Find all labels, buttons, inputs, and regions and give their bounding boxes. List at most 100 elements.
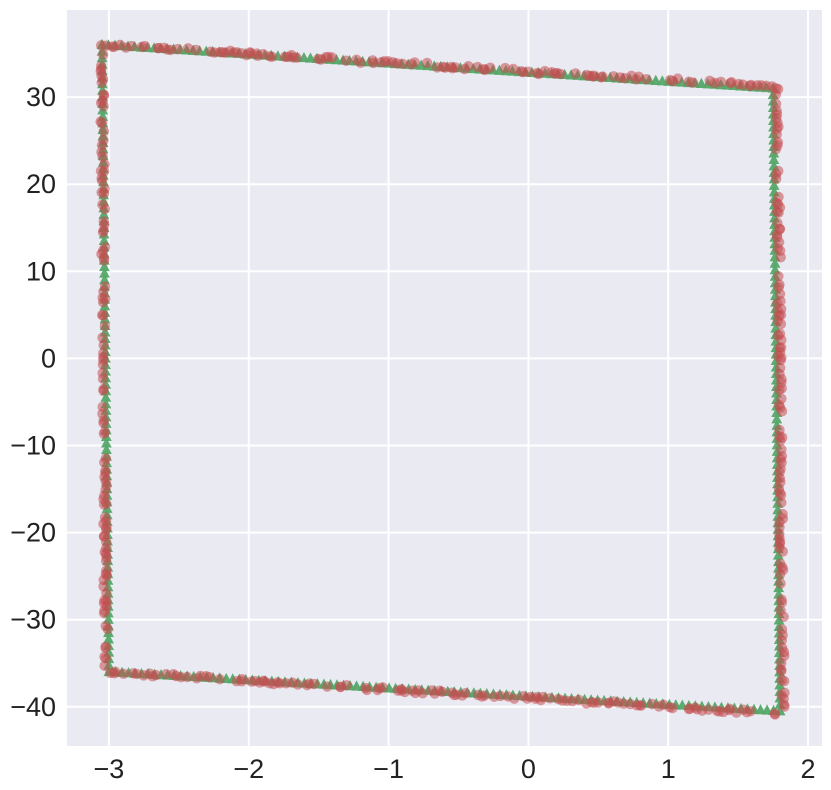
x-tick-label: 1 bbox=[661, 754, 676, 784]
circle-marker bbox=[522, 66, 534, 77]
circle-marker bbox=[774, 569, 786, 580]
circle-marker bbox=[126, 40, 137, 52]
triangle-marker bbox=[99, 267, 110, 278]
circle-marker bbox=[518, 691, 529, 702]
circle-marker bbox=[555, 68, 566, 80]
circle-marker bbox=[172, 43, 183, 55]
triangle-marker bbox=[772, 549, 784, 560]
circle-marker bbox=[779, 675, 790, 687]
circle-marker bbox=[372, 684, 383, 696]
circle-marker bbox=[168, 668, 179, 680]
y-tick-label: −30 bbox=[10, 605, 56, 635]
y-tick-label: −10 bbox=[10, 431, 56, 461]
circle-marker bbox=[368, 57, 379, 69]
grid-lines bbox=[67, 10, 822, 746]
y-tick-label: 30 bbox=[26, 82, 56, 112]
circle-marker bbox=[485, 62, 496, 73]
circle-marker bbox=[99, 426, 111, 438]
circle-marker bbox=[776, 497, 787, 508]
circle-marker bbox=[775, 318, 787, 330]
triangle-marker bbox=[100, 391, 112, 402]
circle-marker bbox=[775, 354, 786, 366]
triangle-marker bbox=[100, 437, 112, 448]
circle-marker bbox=[570, 68, 581, 79]
circle-marker bbox=[355, 57, 366, 69]
circle-marker bbox=[190, 44, 202, 56]
triangle-marker bbox=[769, 257, 781, 268]
circle-marker bbox=[777, 546, 788, 557]
circle-marker bbox=[687, 77, 699, 88]
y-tick-label: 0 bbox=[41, 343, 56, 373]
circle-marker bbox=[450, 62, 461, 73]
x-tick-label: 2 bbox=[801, 754, 816, 784]
circle-marker bbox=[502, 691, 514, 702]
circle-marker bbox=[191, 673, 202, 684]
circle-marker bbox=[97, 199, 108, 210]
triangle-marker bbox=[99, 260, 110, 272]
circle-marker bbox=[426, 685, 438, 696]
x-axis-ticks: −3 −2 −1 0 1 2 bbox=[94, 754, 816, 784]
circle-marker bbox=[769, 708, 781, 719]
circle-marker bbox=[463, 61, 474, 72]
y-tick-label: 20 bbox=[26, 169, 56, 199]
triangle-marker bbox=[768, 179, 780, 190]
circle-marker bbox=[711, 705, 723, 716]
circle-marker bbox=[95, 116, 106, 127]
circle-marker bbox=[775, 435, 786, 446]
circle-marker bbox=[776, 635, 787, 646]
circle-marker bbox=[96, 60, 107, 72]
circle-marker bbox=[100, 641, 111, 652]
circle-marker bbox=[553, 693, 564, 705]
circle-marker bbox=[641, 73, 652, 85]
circle-marker bbox=[301, 679, 313, 691]
triangle-marker bbox=[768, 153, 780, 164]
circle-marker bbox=[100, 453, 112, 464]
circle-marker bbox=[360, 682, 371, 694]
circle-marker bbox=[779, 701, 790, 712]
y-tick-label: −20 bbox=[10, 518, 56, 548]
circle-marker bbox=[588, 71, 599, 82]
circle-marker bbox=[340, 55, 352, 66]
circle-marker bbox=[778, 611, 789, 623]
circle-marker bbox=[597, 71, 608, 82]
circle-marker bbox=[770, 89, 782, 100]
circle-marker bbox=[100, 465, 111, 476]
circle-marker bbox=[326, 52, 338, 63]
x-tick-label: 0 bbox=[521, 754, 536, 784]
circle-marker bbox=[101, 565, 112, 576]
circle-marker bbox=[776, 597, 788, 608]
circle-marker bbox=[231, 675, 242, 687]
circle-marker bbox=[99, 241, 111, 253]
circle-marker bbox=[139, 40, 151, 52]
circle-marker bbox=[397, 58, 408, 70]
circle-marker bbox=[774, 384, 785, 396]
x-tick-label: −3 bbox=[94, 754, 125, 784]
circle-marker bbox=[446, 687, 458, 698]
circle-marker bbox=[499, 62, 511, 74]
circle-marker bbox=[770, 144, 782, 155]
circle-marker bbox=[118, 668, 129, 680]
plot-background bbox=[67, 10, 822, 746]
triangle-marker bbox=[101, 443, 112, 455]
circle-marker bbox=[472, 689, 484, 701]
circle-marker bbox=[105, 667, 116, 679]
series-circles bbox=[95, 39, 790, 720]
circle-marker bbox=[775, 252, 786, 263]
circle-marker bbox=[98, 135, 109, 146]
circle-marker bbox=[646, 698, 658, 710]
triangle-marker bbox=[99, 274, 110, 285]
circle-marker bbox=[603, 697, 614, 709]
circle-marker bbox=[409, 57, 420, 68]
circle-marker bbox=[291, 52, 302, 63]
circle-marker bbox=[97, 332, 108, 343]
circle-marker bbox=[776, 406, 788, 417]
circle-marker bbox=[97, 367, 108, 379]
circle-marker bbox=[99, 320, 111, 332]
circle-marker bbox=[98, 216, 110, 227]
circle-marker bbox=[321, 681, 333, 692]
triangle-marker bbox=[771, 413, 783, 424]
circle-marker bbox=[97, 401, 108, 413]
circle-marker bbox=[99, 651, 110, 662]
circle-marker bbox=[508, 63, 519, 75]
